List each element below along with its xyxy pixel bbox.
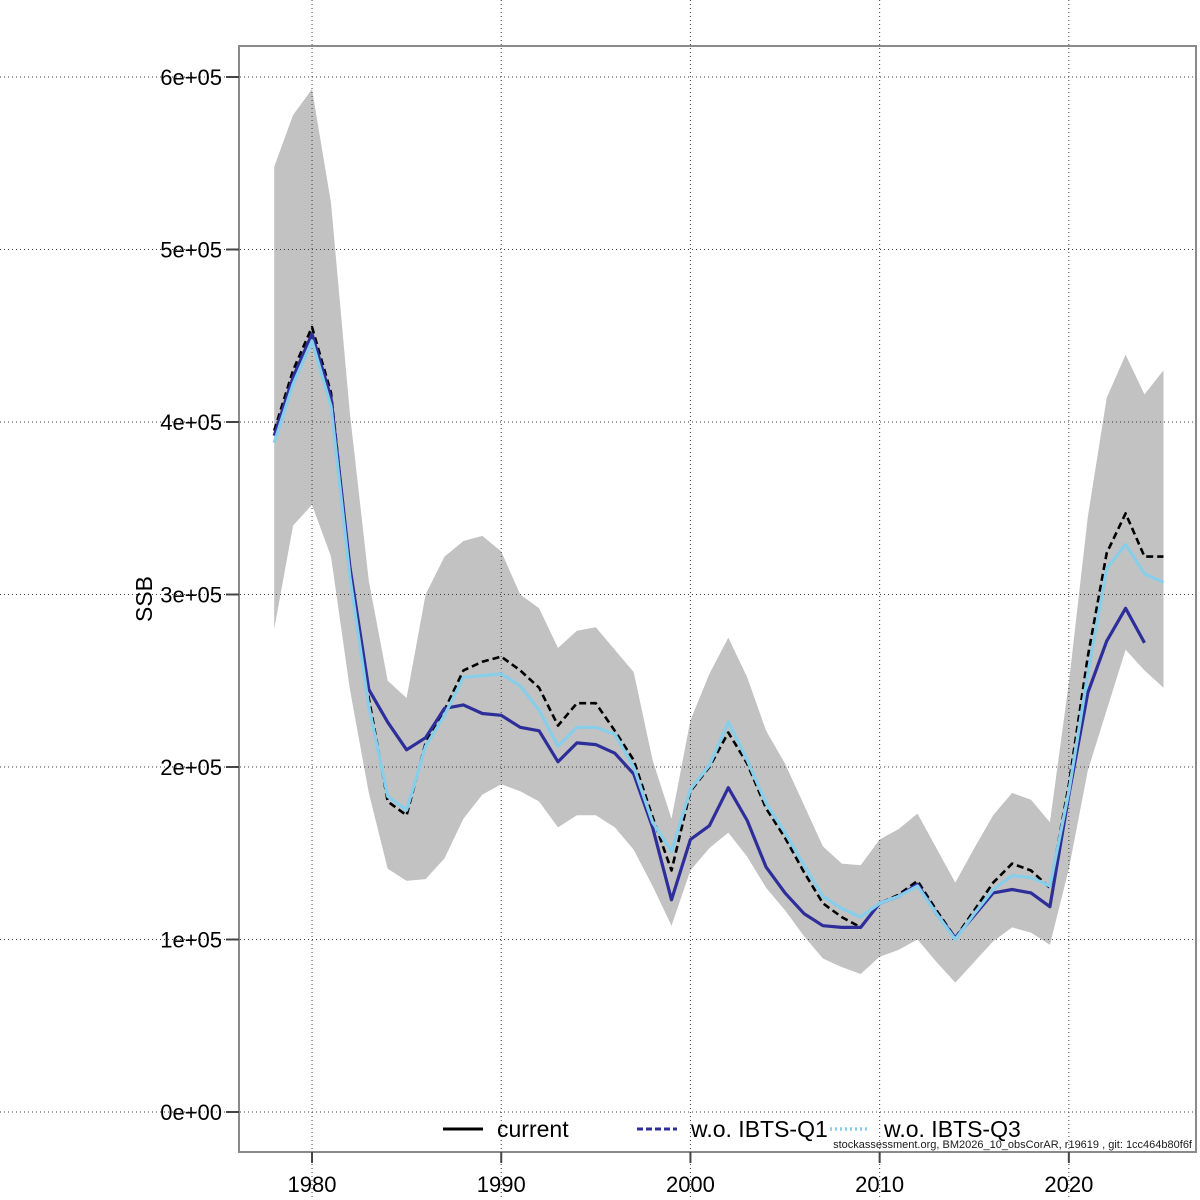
x-tick-label-1990: 1990 [477,1172,526,1197]
y-tick-label-1e+05: 1e+05 [160,928,222,953]
y-tick-label-3e+05: 3e+05 [160,583,222,608]
x-tick-label-2020: 2020 [1044,1172,1093,1197]
y-tick-label-4e+05: 4e+05 [160,410,222,435]
series-line-wo-ibts-q3 [272,339,1165,942]
watermark: stockassessment.org, BM2026_10_obsCorAR,… [833,1139,1193,1151]
axis-tick-labels: 0e+00 1e+05 2e+05 3e+05 4e+05 5e+05 6e+05 1980 1… [160,65,1093,1197]
series-line-wo-ibts-q1 [272,332,1146,940]
series-lines [272,325,1165,942]
legend-item-label-2: w.o. IBTS-Q3 [883,1116,1021,1142]
legend: current w.o. IBTS-Q1 w.o. IBTS-Q3 [443,1116,1021,1142]
y-tick-label-0e+00: 0e+00 [160,1100,222,1125]
y-axis-title: SSB [131,576,157,622]
legend-item-label-0: current [497,1116,569,1142]
y-tick-label-6e+05: 6e+05 [160,65,222,90]
x-tick-label-1980: 1980 [288,1172,337,1197]
plot-frame [238,45,1197,1153]
axis-ticks [226,75,1070,1163]
y-tick-label-2e+05: 2e+05 [160,755,222,780]
y-tick-label-5e+05: 5e+05 [160,238,222,263]
x-tick-label-2000: 2000 [666,1172,715,1197]
legend-item-label-1: w.o. IBTS-Q1 [690,1116,828,1142]
confidence-band [274,89,1164,983]
x-tick-label-2010: 2010 [855,1172,904,1197]
